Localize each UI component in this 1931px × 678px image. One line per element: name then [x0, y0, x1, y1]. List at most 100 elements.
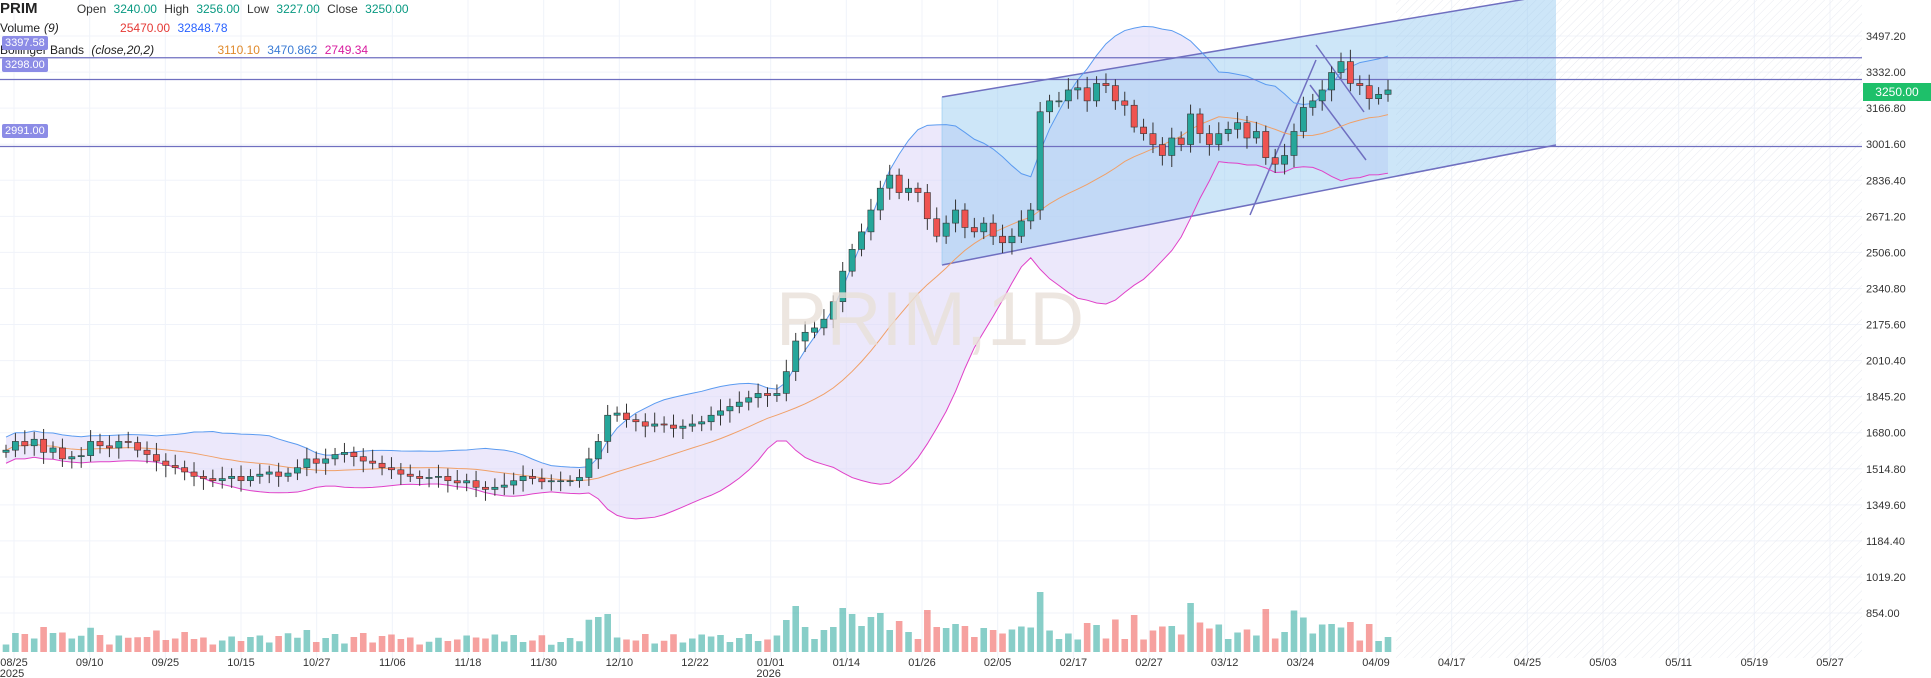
volume-bar — [1159, 626, 1166, 652]
volume-bar — [1375, 641, 1382, 652]
x-axis-tick-label: 05/19 — [1741, 657, 1769, 669]
candle-body — [171, 465, 179, 468]
volume-bar — [726, 642, 734, 652]
volume-bar — [1243, 629, 1251, 652]
volume-bar — [858, 626, 865, 652]
bollinger-legend[interactable]: Bollinger Bands (close,20,2) 3110.10 347… — [0, 43, 372, 57]
volume-bar — [1234, 632, 1241, 652]
volume-bar — [538, 635, 546, 652]
candle-body — [1196, 113, 1204, 134]
candle-body — [1375, 94, 1383, 99]
candle-body — [1271, 157, 1279, 165]
low-value: 3227.00 — [276, 2, 320, 16]
y-axis-tick-label: 1019.20 — [1866, 572, 1906, 584]
volume-bar — [331, 634, 339, 652]
candle-body — [773, 393, 781, 396]
candle-body — [256, 473, 264, 477]
volume-bar — [397, 639, 405, 652]
candle-body — [1262, 131, 1270, 158]
hline-tag-2[interactable]: 3298.00 — [2, 58, 48, 72]
candle-body — [585, 458, 593, 478]
candle-body — [472, 480, 480, 488]
candle-body — [829, 301, 837, 320]
bollinger-upper-value: 3470.862 — [267, 43, 318, 57]
close-label: Close — [327, 2, 358, 16]
candle-body — [275, 471, 283, 477]
symbol-legend: PRIM Open 3240.00 High 3256.00 Low 3227.… — [0, 0, 413, 17]
volume-bar — [284, 633, 292, 652]
volume-bar — [1046, 630, 1053, 652]
volume-bar — [1356, 640, 1364, 652]
candle-body — [265, 471, 273, 475]
bollinger-middle-value: 3110.10 — [217, 43, 260, 57]
volume-bar — [1253, 635, 1260, 652]
candle-body — [1205, 133, 1213, 145]
volume-value-1: 25470.00 — [120, 21, 171, 35]
candle-body — [1102, 83, 1110, 86]
volume-bar — [369, 642, 376, 652]
x-axis-tick-label: 10/15 — [227, 657, 255, 669]
candle-body — [566, 480, 574, 483]
candle-body — [1337, 61, 1345, 73]
x-axis-tick-label: 12/10 — [606, 657, 634, 669]
open-value: 3240.00 — [113, 2, 157, 16]
volume-bar — [1102, 638, 1110, 652]
candle-body — [1177, 137, 1185, 145]
candle-body — [96, 441, 104, 447]
candle-body — [500, 484, 508, 488]
volume-bar — [1140, 639, 1147, 652]
candle-body — [331, 454, 339, 460]
volume-bar — [416, 644, 423, 652]
volume-bar — [190, 639, 198, 652]
volume-bar — [877, 613, 884, 652]
volume-bar — [2, 644, 10, 652]
candle-body — [322, 458, 330, 464]
candle-body — [1187, 113, 1194, 145]
low-label: Low — [247, 2, 270, 16]
hline-tag-1[interactable]: 3397.58 — [2, 36, 48, 50]
x-axis-tick-label: 01/26 — [908, 657, 936, 669]
volume-bar — [820, 630, 828, 652]
candle-body — [886, 174, 894, 189]
volume-bar — [585, 619, 593, 652]
candle-body — [2, 449, 10, 453]
volume-bar — [1215, 624, 1223, 652]
volume-bar — [1036, 592, 1044, 652]
candle-body — [237, 476, 245, 482]
candle-body — [510, 480, 518, 486]
volume-legend[interactable]: Volume (9) 25470.00 32848.78 — [0, 21, 232, 35]
candle-body — [1234, 122, 1241, 130]
volume-bar — [200, 637, 207, 652]
candle-body — [848, 249, 856, 272]
volume-bar — [1121, 639, 1129, 652]
candle-body — [190, 471, 198, 477]
candle-body — [1290, 131, 1298, 156]
volume-bar — [642, 634, 649, 652]
volume-bar — [59, 632, 66, 652]
volume-bar — [322, 638, 329, 652]
y-axis-tick-label: 2340.80 — [1866, 283, 1906, 295]
candle-body — [435, 476, 442, 478]
volume-bar — [557, 642, 564, 652]
x-axis-tick-label: 11/30 — [530, 657, 557, 669]
volume-name: Volume — [0, 21, 41, 35]
candle-body — [632, 419, 640, 423]
candle-body — [876, 187, 884, 211]
volume-bar — [1196, 622, 1204, 652]
volume-bar — [453, 639, 461, 652]
x-axis-tick-label: 04/09 — [1362, 657, 1390, 669]
high-label: High — [164, 2, 189, 16]
volume-bar — [162, 640, 170, 652]
candle-body — [923, 192, 931, 220]
volume-bar — [811, 639, 818, 652]
bollinger-param: (close,20,2) — [91, 43, 155, 57]
candle-body — [1140, 126, 1147, 134]
candle-body — [670, 424, 677, 429]
channel-lower-line — [941, 144, 1557, 266]
volume-bar — [359, 633, 367, 652]
hline-tag-3[interactable]: 2991.00 — [2, 124, 48, 138]
volume-bar — [1065, 633, 1072, 652]
symbol-name[interactable]: PRIM — [0, 0, 38, 17]
